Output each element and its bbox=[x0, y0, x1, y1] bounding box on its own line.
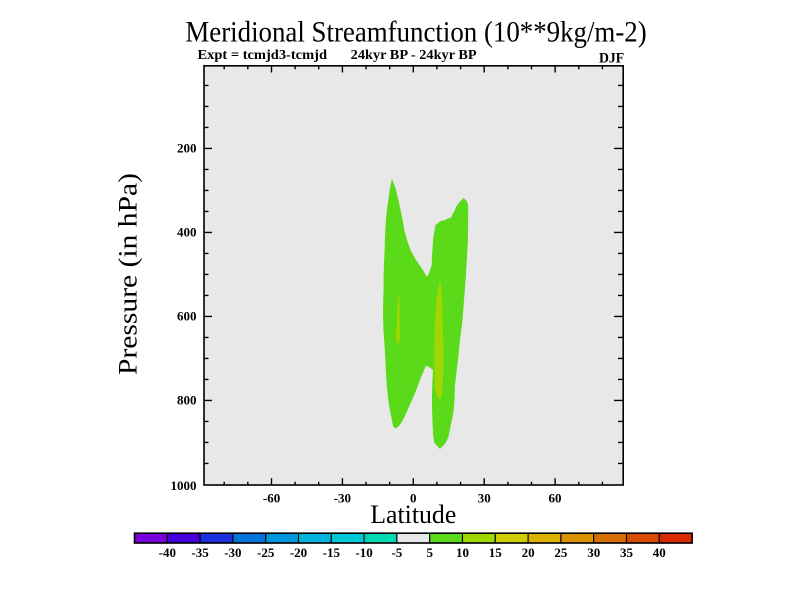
svg-text:-30: -30 bbox=[334, 491, 351, 506]
svg-text:200: 200 bbox=[177, 141, 197, 156]
svg-text:25: 25 bbox=[554, 545, 568, 560]
svg-text:-25: -25 bbox=[257, 545, 275, 560]
svg-text:24kyr BP - 24kyr BP: 24kyr BP - 24kyr BP bbox=[351, 48, 477, 63]
svg-text:-35: -35 bbox=[191, 545, 209, 560]
svg-text:60: 60 bbox=[549, 491, 562, 506]
svg-text:0: 0 bbox=[410, 491, 417, 506]
svg-text:-5: -5 bbox=[391, 545, 402, 560]
svg-text:400: 400 bbox=[177, 225, 197, 240]
svg-text:-15: -15 bbox=[323, 545, 341, 560]
svg-text:-40: -40 bbox=[159, 545, 176, 560]
svg-text:10: 10 bbox=[456, 545, 469, 560]
svg-text:40: 40 bbox=[653, 545, 666, 560]
svg-text:35: 35 bbox=[620, 545, 634, 560]
svg-text:30: 30 bbox=[587, 545, 600, 560]
svg-text:-30: -30 bbox=[224, 545, 241, 560]
svg-text:-20: -20 bbox=[290, 545, 307, 560]
svg-text:Expt = tcmjd3-tcmjd: Expt = tcmjd3-tcmjd bbox=[198, 48, 328, 63]
svg-text:20: 20 bbox=[522, 545, 535, 560]
svg-text:-60: -60 bbox=[263, 491, 280, 506]
svg-text:-10: -10 bbox=[355, 545, 372, 560]
svg-text:600: 600 bbox=[177, 309, 197, 324]
svg-text:1000: 1000 bbox=[171, 478, 197, 493]
svg-text:Pressure (in hPa): Pressure (in hPa) bbox=[114, 173, 143, 375]
svg-text:30: 30 bbox=[478, 491, 491, 506]
svg-text:Meridional Streamfunction (10*: Meridional Streamfunction (10**9kg/m-2) bbox=[185, 15, 646, 48]
svg-text:5: 5 bbox=[426, 545, 433, 560]
svg-text:Latitude: Latitude bbox=[370, 500, 456, 529]
svg-text:DJF: DJF bbox=[599, 51, 624, 67]
svg-text:800: 800 bbox=[177, 393, 197, 408]
svg-text:15: 15 bbox=[489, 545, 503, 560]
